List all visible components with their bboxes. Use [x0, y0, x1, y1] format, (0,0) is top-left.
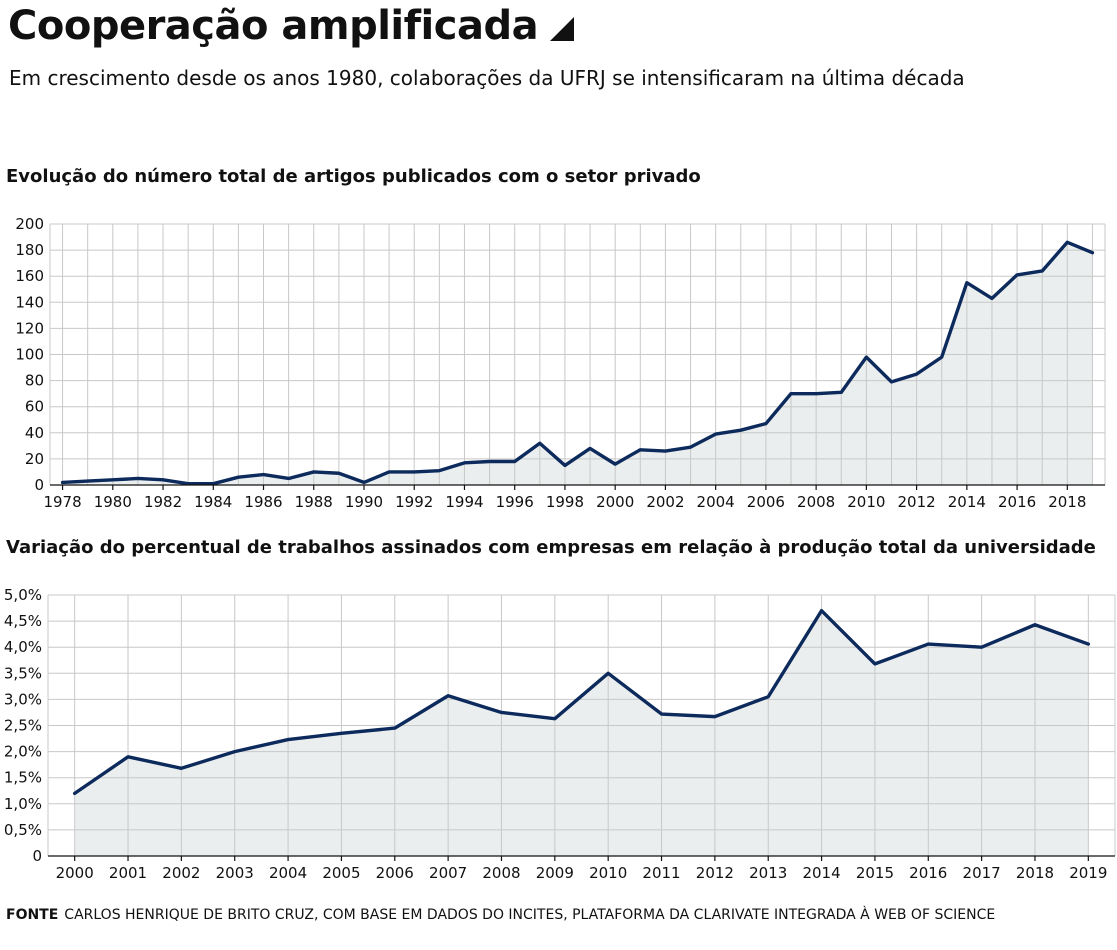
chart-2-xtick-label: 2015: [856, 864, 894, 882]
chart-1-xtick-label: 2010: [847, 493, 885, 511]
chart-1-ytick-label: 0: [34, 476, 44, 494]
chart-1-xtick-label: 1996: [496, 493, 534, 511]
chart-1-area: [62, 242, 1093, 485]
chart-2-ytick-label: 1,0%: [4, 795, 42, 813]
chart-1-xtick-label: 1980: [94, 493, 132, 511]
chart-1-ytick-label: 80: [25, 372, 44, 390]
page-subtitle: Em crescimento desde os anos 1980, colab…: [9, 66, 965, 90]
chart-1-xtick-label: 2018: [1048, 493, 1086, 511]
title-row: Cooperação amplificada: [8, 0, 575, 52]
chart-1-xtick-label: 1982: [144, 493, 182, 511]
chart-1-ytick-label: 120: [15, 319, 44, 337]
chart-1-xtick-label: 2008: [797, 493, 835, 511]
chart-2-xtick-label: 2006: [376, 864, 414, 882]
chart-2-area: [74, 610, 1089, 856]
chart-1-xtick-label: 1990: [345, 493, 383, 511]
chart-1-ytick-label: 160: [15, 267, 44, 285]
chart-1-xtick-label: 1992: [395, 493, 433, 511]
chart-2-ytick-label: 3,5%: [4, 664, 42, 682]
chart-1-title: Evolução do número total de artigos publ…: [6, 166, 701, 187]
chart-2-ytick-label: 1,5%: [4, 769, 42, 787]
chart-2-ytick-label: 2,5%: [4, 717, 42, 735]
chart-2-ytick-label: 2,0%: [4, 743, 42, 761]
chart-1-xtick-label: 2012: [898, 493, 936, 511]
page-title: Cooperação amplificada: [8, 3, 539, 49]
chart-2-xtick-label: 2004: [269, 864, 307, 882]
chart-2-xtick-label: 2018: [1016, 864, 1054, 882]
chart-1-ytick-label: 140: [15, 293, 44, 311]
chart-2-ytick-label: 3,0%: [4, 690, 42, 708]
chart-1-xtick-label: 2004: [697, 493, 735, 511]
chart-2-xtick-label: 2014: [802, 864, 840, 882]
chart-1-xtick-label: 2002: [646, 493, 684, 511]
chart-2: 0 0,5% 1,0% 1,5% 2,0% 2,5% 3,0% 3,5% 4,0% 4,5% 5,0…: [4, 586, 1116, 882]
source-label: FONTE: [6, 907, 59, 923]
chart-2-series-line: [72, 608, 1091, 796]
chart-1-xtick-label: 2000: [596, 493, 634, 511]
chart-2-ytick-label: 0,5%: [4, 821, 42, 839]
chart-1-ytick-label: 200: [15, 215, 44, 233]
chart-1-xtick-label: 1998: [546, 493, 584, 511]
triangle-icon: [550, 17, 575, 41]
chart-2-xtick-label: 2013: [749, 864, 787, 882]
chart-2-xtick-label: 2005: [322, 864, 360, 882]
chart-1-series-line: [60, 240, 1095, 486]
chart-2-xtick-label: 2011: [642, 864, 680, 882]
chart-2-xtick-label: 2010: [589, 864, 627, 882]
chart-2-xtick-label: 2000: [56, 864, 94, 882]
chart-2-ytick-label: 0: [32, 847, 42, 865]
chart-2-xtick-label: 2002: [162, 864, 200, 882]
chart-1: 0 20 40 60 80 100 120 140 160 180 200 1978 1980 1982 1…: [15, 215, 1106, 511]
chart-2-xtick-label: 2017: [963, 864, 1001, 882]
chart-2-ytick-label: 4,0%: [4, 638, 42, 656]
chart-1-ytick-label: 20: [25, 450, 44, 468]
chart-2-title: Variação do percentual de trabalhos assi…: [6, 537, 1096, 558]
source-note: FONTE CARLOS HENRIQUE DE BRITO CRUZ, COM …: [6, 906, 1066, 924]
chart-1-xtick-label: 1984: [194, 493, 232, 511]
chart-1-ytick-label: 180: [15, 241, 44, 259]
chart-1-xtick-label: 1978: [43, 493, 81, 511]
chart-1-xtick-label: 2016: [998, 493, 1036, 511]
chart-2-xtick-label: 2003: [216, 864, 254, 882]
chart-2-xtick-label: 2009: [536, 864, 574, 882]
chart-1-ytick-label: 100: [15, 346, 44, 364]
source-text: CARLOS HENRIQUE DE BRITO CRUZ, COM BASE …: [64, 907, 996, 923]
chart-1-xtick-label: 1994: [445, 493, 483, 511]
chart-2-xtick-label: 2008: [482, 864, 520, 882]
chart-2-xtick-label: 2019: [1069, 864, 1107, 882]
chart-2-xtick-label: 2016: [909, 864, 947, 882]
chart-1-xtick-label: 2014: [948, 493, 986, 511]
chart-2-ytick-label: 4,5%: [4, 612, 42, 630]
chart-1-ytick-label: 40: [25, 424, 44, 442]
chart-2-xtick-label: 2012: [696, 864, 734, 882]
chart-2-xtick-label: 2001: [109, 864, 147, 882]
chart-2-xtick-label: 2007: [429, 864, 467, 882]
chart-1-xtick-label: 2006: [747, 493, 785, 511]
chart-1-ytick-label: 60: [25, 398, 44, 416]
chart-2-ytick-label: 5,0%: [4, 586, 42, 604]
chart-1-xtick-label: 1988: [295, 493, 333, 511]
chart-1-xtick-label: 1986: [244, 493, 282, 511]
